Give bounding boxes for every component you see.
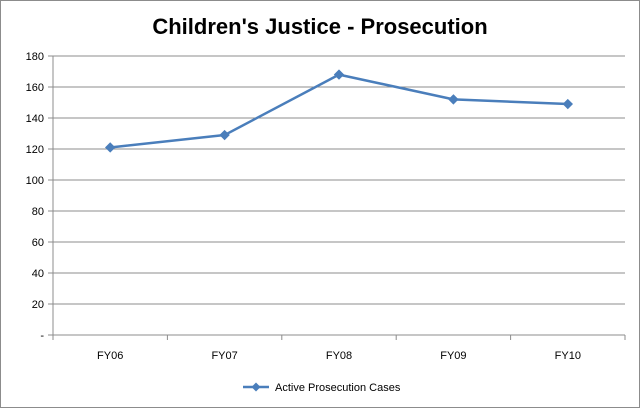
x-tick-label: FY10 — [555, 350, 581, 362]
legend-diamond-marker — [251, 382, 261, 392]
y-tick-label: - — [40, 330, 44, 342]
data-point-marker — [104, 142, 116, 153]
y-tick-labels: - 20 40 60 80 100 120 140 160 180 — [26, 51, 45, 342]
x-tick-labels: FY06 FY07 FY08 FY09 FY10 — [97, 350, 581, 362]
data-point-marker — [333, 69, 345, 80]
x-tick-label: FY08 — [326, 350, 352, 362]
legend-label: Active Prosecution Cases — [275, 382, 401, 394]
y-tick-label: 20 — [32, 299, 44, 311]
y-tick-label: 40 — [32, 268, 44, 280]
y-tick-label: 60 — [32, 237, 44, 249]
y-tick-label: 120 — [26, 144, 44, 156]
x-tick-label: FY07 — [211, 350, 237, 362]
y-tick-label: 160 — [26, 82, 44, 94]
data-point-marker — [448, 94, 459, 105]
legend: Active Prosecution Cases — [243, 382, 401, 394]
data-point-marker — [562, 98, 574, 110]
y-tick-label: 180 — [26, 51, 44, 63]
data-point-marker — [219, 129, 230, 141]
y-tick-label: 100 — [26, 175, 44, 187]
axes — [48, 55, 626, 340]
x-tick-label: FY06 — [97, 350, 123, 362]
chart-title: Children's Justice - Prosecution — [152, 14, 487, 39]
y-tick-label: 80 — [32, 206, 44, 218]
series-line — [110, 73, 568, 149]
gridlines — [53, 55, 625, 305]
x-tick-label: FY09 — [440, 350, 466, 362]
y-tick-label: 140 — [26, 113, 44, 125]
series — [104, 69, 574, 153]
